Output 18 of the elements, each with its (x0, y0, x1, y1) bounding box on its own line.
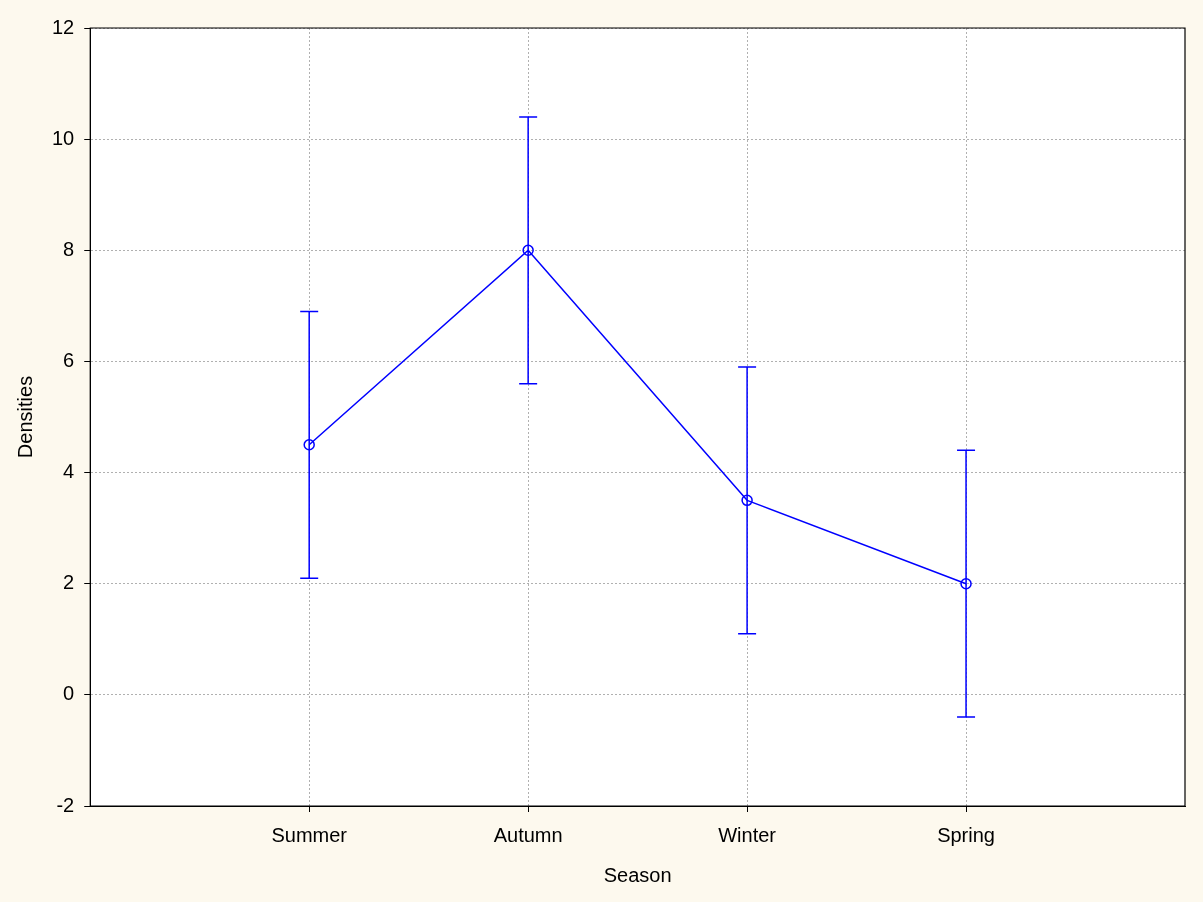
y-tick-label: 6 (63, 348, 75, 371)
y-tick-label: 12 (52, 15, 75, 38)
x-tick-label: Spring (937, 823, 995, 846)
point (960, 577, 972, 590)
y-tick-label: 8 (63, 237, 75, 260)
point (522, 244, 534, 257)
x-tick-label: Winter (718, 823, 777, 846)
y-tick-label: 10 (52, 126, 75, 149)
y-tick-label: -2 (56, 793, 75, 816)
y-axis-title: Densities (13, 375, 36, 459)
y-tick-label: 0 (63, 682, 75, 705)
x-tick-label: Autumn (493, 823, 563, 846)
point (741, 494, 753, 507)
x-tick-label: Summer (271, 823, 348, 846)
point (303, 439, 315, 451)
y-tick-label: 4 (63, 460, 75, 483)
x-axis-title: Season (603, 863, 672, 886)
y-tick-label: 2 (63, 571, 75, 594)
